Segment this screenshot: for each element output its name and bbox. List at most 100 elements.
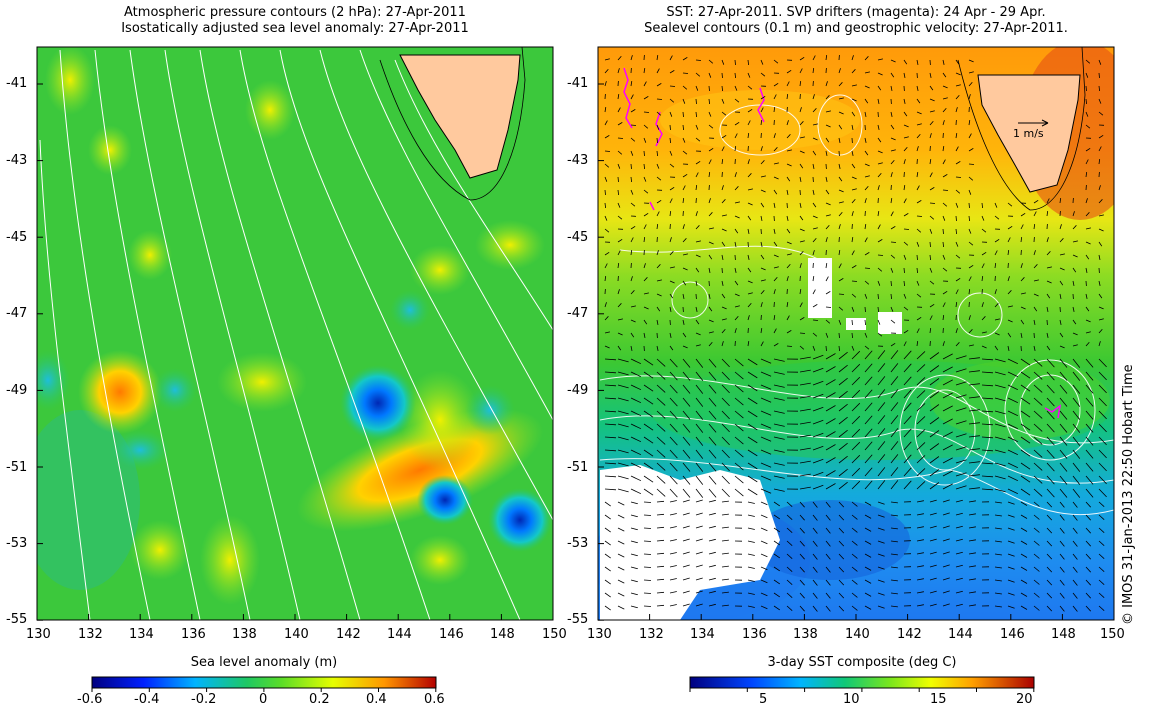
velocity-arrow xyxy=(825,470,836,477)
velocity-arrow xyxy=(799,395,811,399)
velocity-arrow xyxy=(1007,276,1010,282)
velocity-arrow xyxy=(1072,225,1077,230)
velocity-arrow xyxy=(994,514,1002,517)
velocity-arrow xyxy=(942,302,946,308)
velocity-arrow xyxy=(851,280,858,282)
velocity-arrow xyxy=(994,303,999,308)
velocity-arrow xyxy=(994,540,1002,543)
velocity-arrow xyxy=(942,72,947,78)
velocity-arrow xyxy=(630,605,638,609)
velocity-arrow xyxy=(838,592,845,599)
velocity-arrow xyxy=(981,462,994,465)
velocity-arrow xyxy=(682,462,691,472)
velocity-arrow xyxy=(799,121,804,126)
velocity-arrow xyxy=(851,441,861,451)
velocity-arrow xyxy=(968,148,974,152)
velocity-arrow xyxy=(682,410,691,420)
velocity-arrow xyxy=(864,163,870,167)
velocity-arrow xyxy=(1085,111,1089,117)
velocity-arrow xyxy=(1007,592,1015,596)
velocity-arrow xyxy=(1059,579,1065,586)
velocity-arrow xyxy=(864,480,873,490)
velocity-arrow xyxy=(838,442,848,451)
velocity-arrow xyxy=(968,94,971,100)
velocity-arrow xyxy=(786,241,792,245)
sla-colorbar xyxy=(91,676,437,689)
velocity-arrow xyxy=(942,85,948,89)
velocity-arrow xyxy=(851,467,861,477)
velocity-arrow xyxy=(1098,72,1100,79)
velocity-arrow xyxy=(903,98,906,104)
velocity-arrow xyxy=(682,590,690,594)
velocity-arrow xyxy=(1033,462,1043,471)
velocity-arrow xyxy=(1007,202,1013,207)
velocity-arrow xyxy=(838,278,844,282)
velocity-arrow xyxy=(1059,280,1064,286)
velocity-arrow xyxy=(617,592,625,597)
velocity-arrow xyxy=(695,475,704,485)
velocity-arrow xyxy=(604,384,617,387)
velocity-arrow xyxy=(630,423,642,430)
velocity-arrow xyxy=(812,458,824,464)
velocity-arrow xyxy=(682,198,685,204)
sla-cbar-tick: -0.2 xyxy=(191,692,217,707)
velocity-arrow xyxy=(617,384,629,389)
velocity-arrow xyxy=(864,376,873,386)
velocity-arrow xyxy=(747,188,753,191)
velocity-arrow xyxy=(1072,514,1078,521)
velocity-arrow xyxy=(695,85,699,91)
velocity-arrow xyxy=(903,329,909,334)
velocity-arrow xyxy=(812,393,824,399)
velocity-arrow xyxy=(721,552,729,555)
velocity-arrow xyxy=(1085,553,1091,560)
velocity-arrow xyxy=(656,423,666,432)
velocity-arrow xyxy=(825,214,831,217)
velocity-arrow xyxy=(1046,237,1049,243)
velocity-arrow xyxy=(695,137,701,142)
velocity-arrow xyxy=(890,280,892,287)
velocity-arrow xyxy=(903,389,912,399)
velocity-arrow xyxy=(851,376,861,386)
velocity-arrow xyxy=(942,159,946,165)
velocity-arrow xyxy=(955,590,963,594)
velocity-arrow xyxy=(864,267,871,269)
velocity-arrow xyxy=(721,228,727,232)
velocity-arrow xyxy=(1033,605,1040,611)
velocity-arrow xyxy=(682,293,685,299)
velocity-arrow xyxy=(643,553,652,555)
velocity-arrow xyxy=(838,263,842,269)
velocity-arrow xyxy=(864,111,867,117)
velocity-arrow xyxy=(851,176,857,180)
velocity-arrow xyxy=(1085,371,1094,381)
sla-cbar-tick: 0.2 xyxy=(309,692,330,707)
velocity-arrow xyxy=(721,293,726,299)
velocity-arrow xyxy=(682,512,690,516)
velocity-arrow xyxy=(968,344,974,347)
velocity-arrow xyxy=(1007,384,1019,391)
velocity-arrow xyxy=(682,525,690,529)
velocity-arrow xyxy=(1072,501,1078,508)
velocity-arrow xyxy=(981,410,994,413)
velocity-arrow xyxy=(916,578,924,581)
velocity-arrow xyxy=(695,462,704,472)
velocity-arrow xyxy=(669,163,675,168)
velocity-arrow xyxy=(825,483,836,490)
velocity-arrow xyxy=(929,254,931,261)
velocity-arrow xyxy=(760,279,766,282)
velocity-arrow xyxy=(760,605,768,610)
velocity-arrow xyxy=(708,371,717,381)
left-title-line1: Atmospheric pressure contours (2 hPa): 2… xyxy=(124,5,466,20)
velocity-arrow xyxy=(825,81,828,87)
velocity-arrow xyxy=(1085,198,1088,204)
velocity-arrow xyxy=(643,189,649,194)
sla-colorbar-title: Sea level anomaly (m) xyxy=(190,655,338,670)
velocity-arrow xyxy=(669,358,678,368)
velocity-arrow xyxy=(851,454,861,464)
velocity-arrow xyxy=(773,241,778,247)
velocity-arrow xyxy=(994,371,1006,376)
velocity-arrow xyxy=(890,267,894,273)
velocity-arrow xyxy=(669,332,672,338)
sla-high-ridge xyxy=(296,408,544,532)
velocity-arrow xyxy=(786,134,791,139)
velocity-arrow xyxy=(643,306,649,310)
